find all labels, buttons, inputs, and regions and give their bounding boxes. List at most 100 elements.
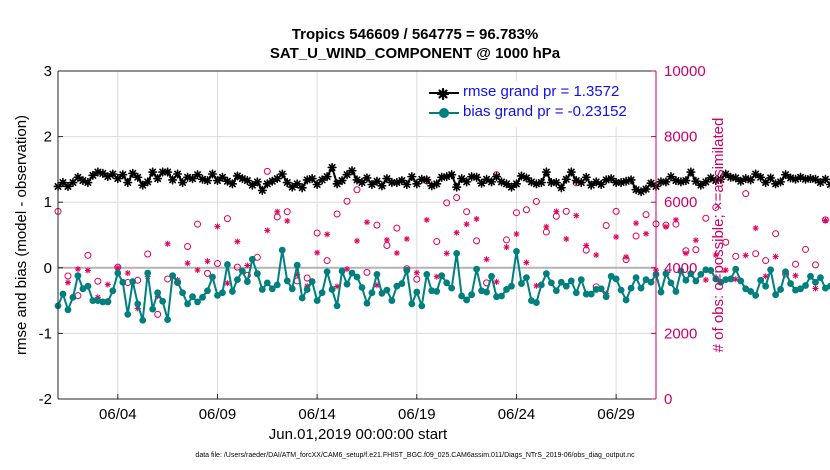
bias-point <box>238 267 246 275</box>
bias-point <box>159 297 167 305</box>
bias-point <box>632 274 640 282</box>
rmse-point <box>402 179 412 190</box>
bias-point <box>144 269 152 277</box>
bias-point <box>533 299 540 306</box>
assimilated-obs-marker <box>692 237 699 244</box>
bias-point <box>687 270 695 278</box>
rmse-point <box>168 175 178 185</box>
assimilated-obs-marker <box>553 208 560 215</box>
bias-point <box>184 300 191 308</box>
assimilated-obs-marker <box>423 216 430 223</box>
bias-point <box>293 261 301 269</box>
assimilated-obs-marker <box>184 260 191 267</box>
possible-obs-marker <box>443 199 451 207</box>
rmse-point <box>267 176 277 186</box>
bias-point <box>288 285 296 293</box>
bias-point <box>602 293 610 301</box>
possible-obs-marker <box>94 277 102 285</box>
possible-obs-marker <box>722 238 730 246</box>
rmse-point <box>68 177 78 188</box>
assimilated-obs-marker <box>324 231 331 238</box>
bias-point <box>383 286 391 294</box>
possible-obs-marker <box>263 167 271 175</box>
assimilated-obs-marker <box>383 236 390 243</box>
possible-obs-marker <box>303 274 311 282</box>
possible-obs-marker <box>712 203 720 211</box>
possible-obs-marker <box>393 224 401 232</box>
assimilated-obs-marker <box>393 250 400 257</box>
possible-obs-marker <box>463 208 471 216</box>
bias-point <box>567 277 575 285</box>
bias-point <box>782 268 789 276</box>
possible-obs-marker <box>184 242 192 250</box>
rmse-point <box>775 177 786 187</box>
bias-point <box>214 291 221 299</box>
bias-point <box>547 279 555 287</box>
x-tick-label: 06/29 <box>597 406 635 423</box>
bias-point <box>463 296 471 304</box>
bias-point <box>64 306 72 314</box>
possible-obs-marker <box>154 310 162 318</box>
rmse-point <box>746 175 756 185</box>
rmse-point <box>581 172 591 182</box>
possible-obs-marker <box>752 250 760 258</box>
bias-point <box>767 266 775 274</box>
legend-entry-bias: bias grand pr = -0.23152 <box>423 103 652 123</box>
rmse-point <box>541 167 551 177</box>
possible-obs-marker <box>802 245 809 253</box>
bias-point <box>637 284 645 292</box>
possible-obs-marker <box>562 207 570 215</box>
rmse-point <box>133 172 143 182</box>
bias-point <box>209 273 216 281</box>
asterisk-marker-icon <box>436 87 450 101</box>
left-tick-label: -2 <box>39 391 52 408</box>
bias-point <box>263 279 271 287</box>
assimilated-obs-marker <box>583 242 590 249</box>
rmse-point <box>153 173 163 184</box>
bias-point <box>104 298 112 306</box>
bias-point <box>378 289 386 297</box>
data-file-footnote: data file: /Users/raeder/DAI/ATM_forcXX/… <box>195 452 635 459</box>
possible-obs-marker <box>612 207 620 215</box>
possible-obs-marker <box>772 230 780 238</box>
rmse-point <box>686 167 696 177</box>
bias-point <box>732 265 740 273</box>
x-tick-label: 06/09 <box>199 406 237 423</box>
legend-entry-rmse: rmse grand pr = 1.3572 <box>423 83 652 103</box>
right-tick-label: 8000 <box>664 129 697 146</box>
rmse-point <box>163 167 173 177</box>
rmse-point <box>486 177 497 187</box>
bias-point <box>418 302 426 310</box>
assimilated-obs-marker <box>274 208 281 215</box>
bias-point <box>69 293 77 301</box>
bias-point <box>174 278 182 286</box>
possible-obs-marker <box>343 197 351 205</box>
assimilated-obs-marker <box>822 217 829 224</box>
right-tick-label: 0 <box>664 391 672 408</box>
bias-point <box>328 286 336 293</box>
bias-point <box>243 278 251 285</box>
left-tick-label: 0 <box>44 260 52 277</box>
possible-obs-marker <box>811 261 819 269</box>
bias-point <box>592 286 600 293</box>
bias-point <box>109 287 117 295</box>
bias-point <box>248 255 256 263</box>
rmse-point <box>422 175 432 185</box>
bias-point <box>508 282 515 290</box>
assimilated-obs-marker <box>124 270 131 277</box>
rmse-point <box>661 177 671 187</box>
bias-point <box>353 273 361 281</box>
assimilated-obs-marker <box>244 262 251 269</box>
bias-point <box>79 285 87 293</box>
bias-point <box>59 290 67 298</box>
rmse-point <box>317 175 327 185</box>
rmse-point <box>347 166 357 176</box>
assimilated-obs-marker <box>64 279 71 286</box>
rmse-point <box>202 175 213 186</box>
bias-point <box>582 290 590 298</box>
bias-point <box>682 276 690 284</box>
bias-point <box>119 278 127 286</box>
bias-point <box>388 297 396 304</box>
bias-point <box>343 280 351 288</box>
